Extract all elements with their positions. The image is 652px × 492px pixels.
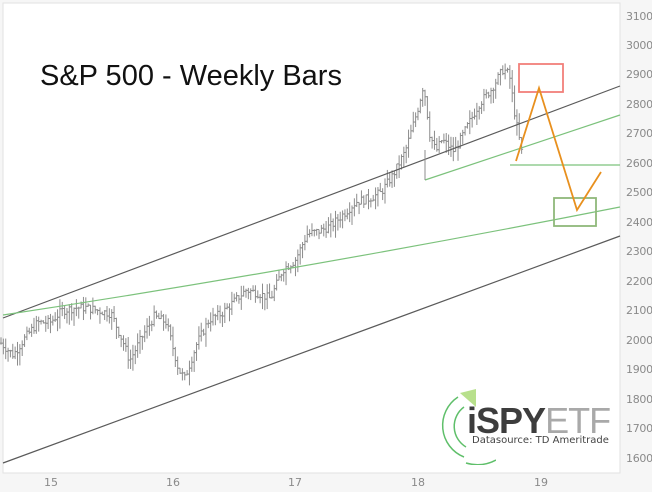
y-tick-label: 1600 [626,452,652,465]
green-target-box [553,197,597,227]
x-tick-label: 17 [288,476,302,489]
x-tick-label: 16 [166,476,180,489]
upper-channel-line [2,85,621,319]
y-tick-label: 2300 [626,245,652,258]
y-tick-label: 2400 [626,216,652,229]
y-tick-label: 2800 [626,98,652,111]
y-tick-label: 2200 [626,275,652,288]
logo-wordmark: iSPYETF [467,400,611,441]
y-tick-label: 2700 [626,127,652,140]
price-bars [0,63,524,386]
y-tick-label: 2100 [626,304,652,317]
data-source-label: Datasource: TD Ameritrade [472,435,609,446]
y-tick-label: 3000 [626,39,652,52]
orange-projection-path [515,84,602,213]
radar-arcs-icon [441,389,496,465]
logo-spy: SPY [476,400,546,441]
x-tick-label: 18 [411,476,425,489]
y-tick-label: 1900 [626,363,652,376]
long-term-green-curve [2,206,621,316]
y-tick-label: 2000 [626,334,652,347]
chart-title: S&P 500 - Weekly Bars [40,60,342,92]
x-tick-label: 15 [44,476,58,489]
y-tick-label: 1700 [626,422,652,435]
lower-channel-line [2,235,621,464]
y-tick-label: 2900 [626,68,652,81]
logo-etf: ETF [545,400,611,441]
y-tick-label: 3100 [626,10,652,23]
y-tick-label: 2600 [626,157,652,170]
green-trendline-2018 [424,114,621,181]
plot-background [2,2,621,474]
y-tick-label: 2500 [626,186,652,199]
logo-prefix: i [467,400,477,441]
ispyetf-logo: iSPYETF Datasource: TD Ameritrade [436,385,616,465]
y-tick-label: 1800 [626,393,652,406]
x-tick-label: 19 [534,476,548,489]
